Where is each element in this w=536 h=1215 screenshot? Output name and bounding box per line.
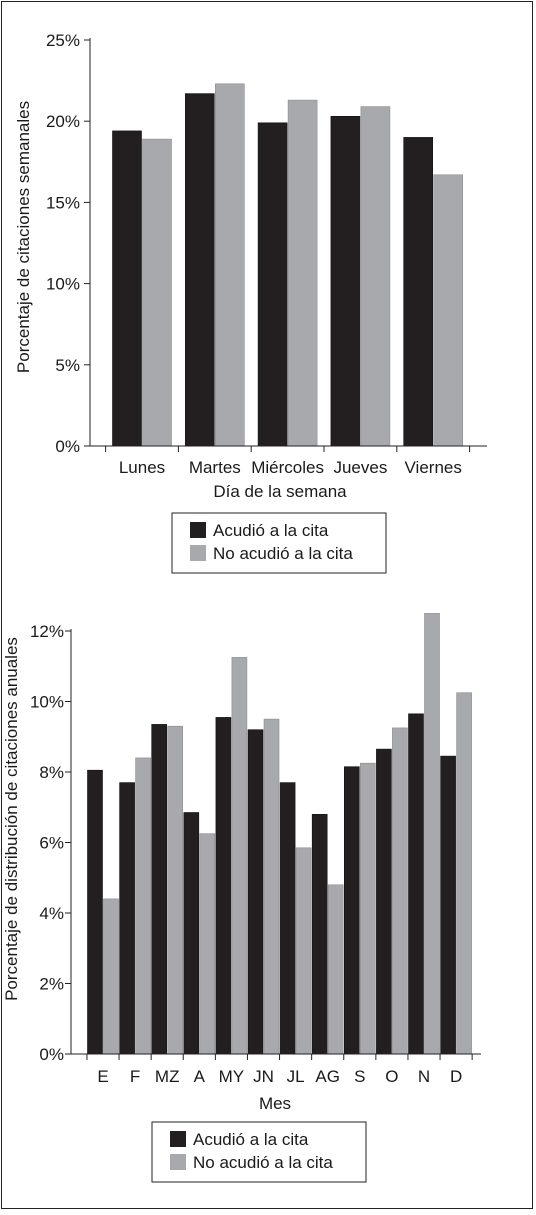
y-tick-label: 12% xyxy=(30,622,64,641)
bar-attended-e xyxy=(87,769,103,1055)
y-tick-label: 2% xyxy=(39,975,64,994)
legend-box xyxy=(171,512,387,574)
legend-swatch-attended xyxy=(170,1131,186,1147)
legend-label-missed: No acudió a la cita xyxy=(193,1153,333,1172)
bar-missed-mz xyxy=(167,725,183,1055)
bar-attended-jueves xyxy=(330,116,361,447)
legend-swatch-missed xyxy=(190,545,206,561)
bar-attended-viernes xyxy=(403,137,434,447)
bar-attended-miércoles xyxy=(257,122,288,447)
weekday-chart: Porcentaje de citaciones semanales Día d… xyxy=(14,31,487,574)
x-tick-label: Lunes xyxy=(119,458,165,477)
bar-missed-jueves xyxy=(360,106,391,447)
x-tick-label: O xyxy=(385,1067,398,1086)
legend-label-attended: Acudió a la cita xyxy=(193,1130,309,1149)
legend-swatch-attended xyxy=(190,522,206,538)
x-tick-label: Jueves xyxy=(333,458,387,477)
chart-legend: Acudió a la cita No acudió a la cita xyxy=(171,512,387,574)
x-tick-label: MZ xyxy=(155,1067,180,1086)
y-tick-label: 25% xyxy=(46,31,80,50)
bar-attended-d xyxy=(440,755,456,1055)
bar-attended-f xyxy=(119,782,135,1055)
bar-missed-viernes xyxy=(433,174,464,447)
y-tick-label: 10% xyxy=(46,275,80,294)
y-axis-title: Porcentaje de citaciones semanales xyxy=(14,101,33,373)
bar-missed-f xyxy=(135,757,151,1055)
bar-missed-miércoles xyxy=(287,99,318,447)
bar-attended-martes xyxy=(185,93,215,447)
y-tick-label: 0% xyxy=(39,1045,64,1064)
bar-missed-jl xyxy=(295,847,312,1055)
x-tick-label: A xyxy=(194,1067,206,1086)
x-tick-label: JN xyxy=(253,1067,274,1086)
legend-label-missed: No acudió a la cita xyxy=(213,544,353,563)
bar-missed-my xyxy=(231,657,248,1055)
y-axis-title: Porcentaje de distribución de citaciones… xyxy=(2,637,21,1001)
bar-missed-ag xyxy=(327,884,344,1055)
bar-attended-lunes xyxy=(112,130,142,447)
bar-missed-s xyxy=(359,762,376,1055)
x-tick-label: E xyxy=(97,1067,108,1086)
bar-missed-a xyxy=(199,833,216,1055)
monthly-chart: Porcentaje de distribución de citaciones… xyxy=(2,613,481,1183)
bar-attended-n xyxy=(408,713,424,1055)
bar-attended-mz xyxy=(151,724,167,1055)
bar-attended-jn xyxy=(247,729,264,1055)
y-tick-label: 8% xyxy=(39,763,64,782)
bar-missed-jn xyxy=(263,718,280,1055)
y-tick-label: 6% xyxy=(39,834,64,853)
bar-missed-martes xyxy=(215,83,245,447)
bar-missed-d xyxy=(456,692,472,1055)
x-tick-label: Martes xyxy=(189,458,241,477)
y-tick-label: 15% xyxy=(46,193,80,212)
y-tick-label: 20% xyxy=(46,112,80,131)
legend-swatch-missed xyxy=(170,1154,186,1170)
x-tick-label: S xyxy=(354,1067,365,1086)
bar-attended-jl xyxy=(279,782,296,1055)
y-tick-label: 4% xyxy=(39,904,64,923)
legend-box xyxy=(151,1121,367,1183)
x-tick-label: AG xyxy=(315,1067,340,1086)
legend-label-attended: Acudió a la cita xyxy=(213,521,329,540)
y-tick-label: 0% xyxy=(55,437,80,456)
x-tick-label: Miércoles xyxy=(251,458,324,477)
bar-missed-e xyxy=(103,898,119,1055)
bar-attended-ag xyxy=(311,813,328,1055)
bar-missed-o xyxy=(392,727,408,1055)
x-tick-label: MY xyxy=(219,1067,245,1086)
x-tick-label: JL xyxy=(287,1067,305,1086)
x-tick-label: F xyxy=(130,1067,140,1086)
bar-missed-lunes xyxy=(142,138,172,447)
bar-attended-s xyxy=(343,766,360,1055)
bar-attended-a xyxy=(183,812,200,1055)
y-tick-label: 5% xyxy=(55,356,80,375)
x-axis-title: Mes xyxy=(259,1094,291,1113)
x-tick-label: Viernes xyxy=(405,458,462,477)
bar-attended-o xyxy=(376,748,392,1055)
y-tick-label: 10% xyxy=(30,693,64,712)
chart-legend: Acudió a la cita No acudió a la cita xyxy=(151,1121,367,1183)
bar-missed-n xyxy=(424,613,440,1055)
x-tick-label: N xyxy=(418,1067,430,1086)
x-axis-title: Día de la semana xyxy=(213,482,347,501)
bar-attended-my xyxy=(215,717,232,1055)
x-tick-label: D xyxy=(450,1067,462,1086)
